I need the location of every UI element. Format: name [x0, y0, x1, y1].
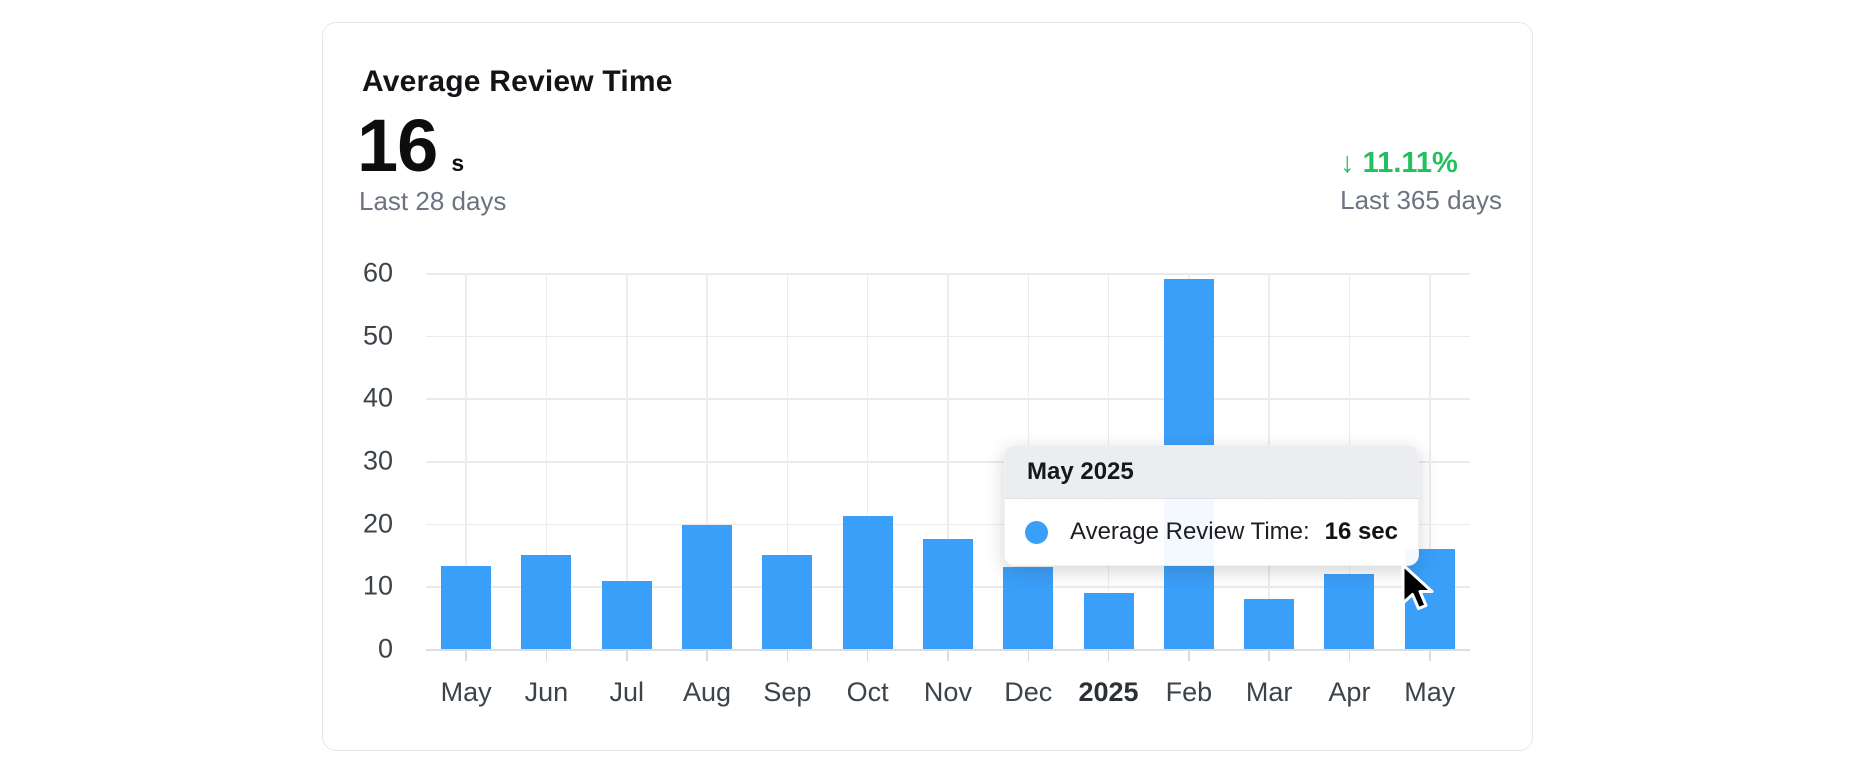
- gridline-x-May: [1429, 273, 1431, 649]
- x-axis-label-Sep: Sep: [763, 677, 812, 707]
- x-axis-label-Nov: Nov: [923, 677, 972, 707]
- x-axis-tick-Mar: [1268, 651, 1270, 661]
- mouse-cursor-icon: [1401, 563, 1434, 610]
- y-axis-label-40: 40: [362, 382, 393, 413]
- y-axis-label-0: 0: [377, 633, 393, 664]
- gridline-x-May: [465, 273, 467, 649]
- tooltip-series-label: Average Review Time:: [1070, 518, 1310, 545]
- x-axis-label-May: May: [1404, 677, 1456, 707]
- gridline-x-Jul: [626, 273, 628, 649]
- delta-down-arrow-percentage: ↓ 11.11%: [1340, 147, 1458, 179]
- metric-caption: Last 28 days: [359, 186, 507, 216]
- bar-Sep[interactable]: [762, 555, 813, 649]
- x-axis-label-Jun: Jun: [524, 677, 569, 707]
- gridline-x-Aug: [706, 273, 708, 649]
- x-axis-label-Jul: Jul: [609, 677, 645, 707]
- gridline-x-Sep: [786, 273, 789, 649]
- x-axis-tick-2025: [1107, 651, 1110, 661]
- gridline-y-0: [426, 649, 1470, 651]
- bar-Apr[interactable]: [1324, 574, 1375, 649]
- x-axis-label-Mar: Mar: [1245, 677, 1293, 707]
- average-review-time-card: Average Review Time 16 s Last 28 days ↓ …: [322, 22, 1533, 751]
- gridline-x-Oct: [866, 273, 869, 649]
- bar-2025[interactable]: [1083, 593, 1134, 649]
- x-axis-label-May: May: [440, 677, 492, 707]
- y-axis-label-30: 30: [362, 445, 393, 476]
- x-axis-label-2025: 2025: [1078, 677, 1139, 707]
- tooltip-title: May 2025: [1027, 458, 1134, 485]
- x-axis-tick-Feb: [1188, 651, 1190, 661]
- x-axis-label-Dec: Dec: [1004, 677, 1053, 707]
- y-axis-label-20: 20: [362, 508, 393, 539]
- x-axis-label-Aug: Aug: [683, 677, 732, 707]
- x-axis-tick-May: [1429, 651, 1431, 661]
- bar-chart: 0 10 20 30 40 50 60 May Jun Jul Aug Sep Oct Nov Dec 202…: [323, 23, 1534, 752]
- x-axis-tick-Oct: [866, 651, 869, 661]
- bar-Nov[interactable]: [922, 539, 973, 649]
- x-axis-tick-May: [465, 651, 467, 661]
- x-axis-tick-Jul: [626, 651, 628, 661]
- x-axis-label-Oct: Oct: [846, 677, 889, 707]
- series-marker-dot-icon: [1025, 520, 1048, 544]
- metric: 16 s: [357, 109, 464, 183]
- tooltip-header: May 2025: [1005, 446, 1418, 499]
- x-axis-label-Feb: Feb: [1165, 677, 1213, 707]
- tooltip-body: Average Review Time: 16 sec: [1005, 499, 1418, 565]
- bar-May[interactable]: [441, 565, 492, 649]
- bar-Jun[interactable]: [521, 555, 572, 649]
- bar-Jul[interactable]: [601, 581, 652, 649]
- x-axis-label-Apr: Apr: [1328, 677, 1371, 707]
- tooltip-series-value: 16 sec: [1324, 518, 1398, 545]
- metric-unit: s: [451, 150, 465, 176]
- x-axis-tick-Nov: [947, 651, 949, 661]
- bar-Aug[interactable]: [682, 524, 733, 649]
- bar-Mar[interactable]: [1244, 599, 1295, 649]
- x-axis-tick-Sep: [786, 651, 789, 661]
- bar-Dec[interactable]: [1003, 566, 1054, 649]
- metric-value: 16: [357, 104, 438, 187]
- bar-Oct[interactable]: [842, 515, 893, 649]
- gridline-x-Jun: [545, 273, 548, 649]
- x-axis-tick-Aug: [706, 651, 708, 661]
- card-title: Average Review Time: [362, 65, 673, 98]
- y-axis-label-60: 60: [362, 257, 393, 288]
- y-axis-label-50: 50: [362, 320, 393, 351]
- delta-block: ↓ 11.11% Last 365 days: [1340, 146, 1502, 216]
- x-axis-tick-Apr: [1348, 651, 1351, 661]
- x-axis-tick-Dec: [1027, 651, 1029, 661]
- chart-tooltip: May 2025 Average Review Time: 16 sec: [1004, 445, 1419, 566]
- x-axis-tick-Jun: [545, 651, 548, 661]
- gridline-x-Nov: [947, 273, 949, 649]
- y-axis-label-10: 10: [362, 570, 393, 601]
- delta-caption: Last 365 days: [1340, 184, 1502, 215]
